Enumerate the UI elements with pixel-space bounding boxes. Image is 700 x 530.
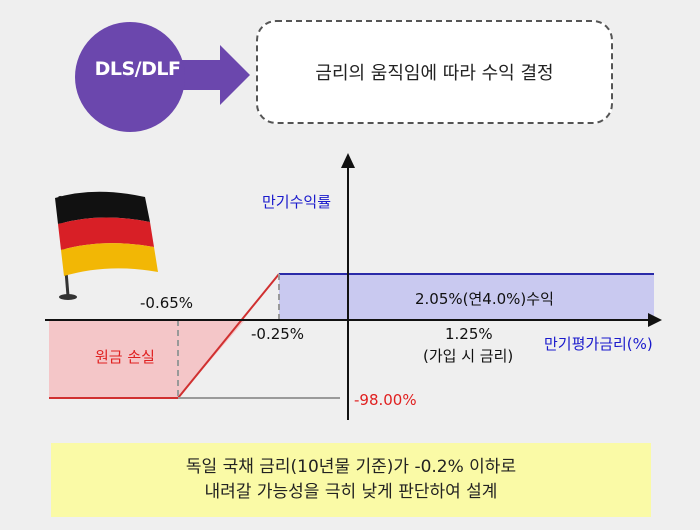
payoff-diagram <box>45 153 662 420</box>
loss-value: -98.00% <box>354 391 417 409</box>
germany-flag-icon <box>55 191 158 300</box>
loss-label: 원금 손실 <box>95 348 155 366</box>
product-badge <box>75 22 185 132</box>
badge-arrow <box>178 45 250 105</box>
x-axis-label: 만기평가금리(%) <box>544 335 653 353</box>
x-axis-arrow <box>648 313 662 327</box>
callout-box: 금리의 움직임에 따라 수익 결정 <box>256 20 613 124</box>
note-line-1: 독일 국채 금리(10년물 기준)가 -0.2% 이하로 <box>185 457 517 477</box>
label-neg025: -0.25% <box>251 325 305 343</box>
badge-label: DLS/DLF <box>94 58 181 80</box>
label-rate-125: 1.25% <box>445 325 493 343</box>
loss-region <box>49 320 245 398</box>
y-axis-label: 만기수익률 <box>262 193 332 211</box>
note-line-2: 내려갈 가능성을 극히 낮게 판단하여 설계 <box>204 482 498 502</box>
y-axis-arrow <box>341 153 355 168</box>
note-box: 독일 국채 금리(10년물 기준)가 -0.2% 이하로 내려갈 가능성을 극히… <box>51 443 651 517</box>
profit-region <box>279 274 654 320</box>
label-neg065: -0.65% <box>140 294 194 312</box>
label-rate-125-note: (가입 시 금리) <box>423 347 514 365</box>
callout-text: 금리의 움직임에 따라 수익 결정 <box>315 63 554 84</box>
profit-label: 2.05%(연4.0%)수익 <box>415 290 554 308</box>
